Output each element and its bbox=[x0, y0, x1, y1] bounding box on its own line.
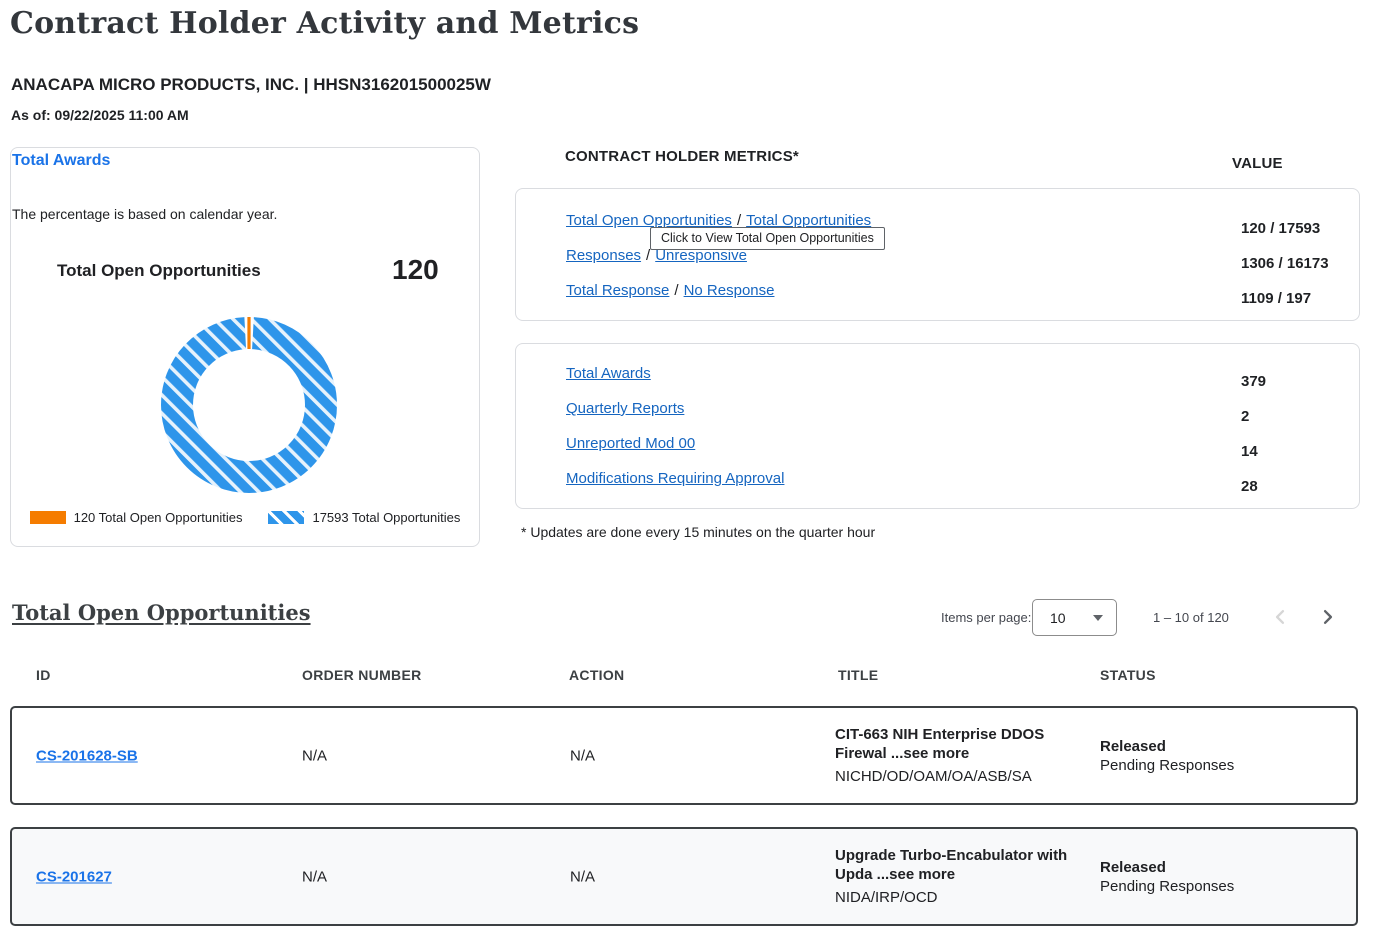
metric-value-modifications: 28 bbox=[1241, 478, 1258, 495]
metric-row-response: Total Response / No Response bbox=[566, 282, 774, 300]
donut-segment-total-opportunities bbox=[161, 317, 337, 493]
legend-swatch-striped-blue bbox=[268, 511, 305, 524]
status-pending-responses: Pending Responses bbox=[1100, 756, 1235, 774]
responses-link[interactable]: Responses bbox=[566, 247, 642, 264]
organization-text: NIDA/IRP/OCD bbox=[835, 889, 938, 907]
legend-label-open-opportunities: 120 Total Open Opportunities bbox=[73, 510, 243, 525]
column-header-order-number: ORDER NUMBER bbox=[302, 667, 422, 683]
previous-page-button[interactable] bbox=[1266, 603, 1294, 631]
order-number-cell: N/A bbox=[302, 868, 328, 885]
status-pending-responses: Pending Responses bbox=[1100, 877, 1235, 895]
quarterly-reports-link[interactable]: Quarterly Reports bbox=[566, 400, 685, 417]
table-row: CS-201628-SB N/A N/A CIT-663 NIH Enterpr… bbox=[10, 706, 1358, 805]
legend-label-total-opportunities: 17593 Total Opportunities bbox=[312, 510, 461, 525]
slash-separator: / bbox=[646, 247, 651, 264]
status-cell: Released Pending Responses bbox=[1100, 736, 1234, 774]
column-header-action: ACTION bbox=[569, 667, 625, 683]
page-size-select[interactable]: 10 bbox=[1032, 599, 1117, 636]
status-cell: Released Pending Responses bbox=[1100, 857, 1234, 895]
column-header-id: ID bbox=[36, 667, 51, 683]
slash-separator: / bbox=[674, 282, 679, 299]
total-open-opportunities-link[interactable]: Total Open Opportunities bbox=[566, 212, 732, 229]
page-title: Contract Holder Activity and Metrics bbox=[10, 6, 640, 41]
contract-holder-subtitle: ANACAPA MICRO PRODUCTS, INC. | HHSN31620… bbox=[11, 75, 491, 94]
metric-row-open-opportunities: Total Open Opportunities / Total Opportuni… bbox=[566, 212, 871, 230]
donut-segment-open-opportunities bbox=[247, 317, 251, 349]
opportunity-id-link[interactable]: CS-201628-SB bbox=[36, 747, 138, 764]
contract-holder-metrics-header: CONTRACT HOLDER METRICS* bbox=[565, 148, 799, 165]
donut-chart-title: Total Open Opportunities bbox=[57, 261, 261, 280]
legend-item-total-opportunities: 17593 Total Opportunities bbox=[268, 510, 460, 525]
total-response-link[interactable]: Total Response bbox=[566, 282, 670, 299]
donut-chart-value: 120 bbox=[392, 254, 439, 285]
chevron-down-icon bbox=[1093, 614, 1103, 621]
unresponsive-link[interactable]: Unresponsive bbox=[655, 247, 747, 264]
metric-value-open-opportunities: 120 / 17593 bbox=[1241, 220, 1321, 237]
unreported-mod-link[interactable]: Unreported Mod 00 bbox=[566, 435, 696, 452]
metrics-card-awards: Total Awards 379 Quarterly Reports 2 Unr… bbox=[515, 343, 1360, 509]
opportunity-id-link[interactable]: CS-201627 bbox=[36, 868, 112, 885]
items-per-page-label: Items per page: bbox=[941, 610, 1032, 625]
metric-value-responses: 1306 / 16173 bbox=[1241, 255, 1329, 272]
order-number-cell: N/A bbox=[302, 747, 328, 764]
action-cell: N/A bbox=[570, 747, 596, 764]
legend-swatch-orange bbox=[29, 511, 66, 524]
title-see-more-text[interactable]: Upgrade Turbo-Encabulator with Upda ...s… bbox=[835, 846, 1068, 883]
metric-value-total-awards: 379 bbox=[1241, 373, 1267, 390]
percentage-note: The percentage is based on calendar year… bbox=[12, 206, 278, 222]
modifications-requiring-approval-link[interactable]: Modifications Requiring Approval bbox=[566, 470, 785, 487]
table-row: CS-201627 N/A N/A Upgrade Turbo-Encabula… bbox=[10, 827, 1358, 926]
status-released: Released bbox=[1100, 858, 1166, 876]
action-cell: N/A bbox=[570, 868, 596, 885]
title-cell[interactable]: Upgrade Turbo-Encabulator with Upda ...s… bbox=[835, 846, 1075, 908]
total-awards-tab[interactable]: Total Awards bbox=[12, 152, 111, 169]
column-header-title: TITLE bbox=[838, 667, 879, 683]
no-response-link[interactable]: No Response bbox=[683, 282, 775, 299]
page-size-value: 10 bbox=[1050, 609, 1066, 626]
total-awards-card: Total Awards The percentage is based on … bbox=[10, 147, 480, 547]
legend-item-open-opportunities: 120 Total Open Opportunities bbox=[29, 510, 243, 525]
organization-text: NICHD/OD/OAM/OA/ASB/SA bbox=[835, 768, 1032, 786]
column-header-status: STATUS bbox=[1100, 667, 1156, 683]
metric-value-unreported-mod: 14 bbox=[1241, 443, 1258, 460]
metric-row-responses: Responses / Unresponsive bbox=[566, 247, 747, 265]
total-open-opportunities-heading: Total Open Opportunities bbox=[12, 600, 311, 625]
title-cell[interactable]: CIT-663 NIH Enterprise DDOS Firewal ...s… bbox=[835, 725, 1075, 787]
page-range-label: 1 – 10 of 120 bbox=[1153, 610, 1229, 625]
total-opportunities-link[interactable]: Total Opportunities bbox=[746, 212, 872, 229]
tooltip: Click to View Total Open Opportunities bbox=[650, 227, 885, 250]
next-page-button[interactable] bbox=[1314, 603, 1342, 631]
status-released: Released bbox=[1100, 737, 1166, 755]
metrics-card-opportunities: Total Open Opportunities / Total Opportuni… bbox=[515, 188, 1360, 321]
as-of-timestamp: As of: 09/22/2025 11:00 AM bbox=[11, 107, 189, 123]
updates-footnote: * Updates are done every 15 minutes on t… bbox=[521, 524, 876, 540]
slash-separator: / bbox=[736, 212, 742, 229]
metric-value-response: 1109 / 197 bbox=[1241, 290, 1312, 307]
donut-chart bbox=[161, 317, 337, 493]
donut-legend: 120 Total Open Opportunities 17593 Total… bbox=[11, 510, 479, 525]
value-header: VALUE bbox=[1232, 155, 1283, 172]
title-see-more-text[interactable]: CIT-663 NIH Enterprise DDOS Firewal ...s… bbox=[835, 725, 1045, 762]
total-awards-link[interactable]: Total Awards bbox=[566, 365, 651, 382]
metric-value-quarterly-reports: 2 bbox=[1241, 408, 1250, 425]
